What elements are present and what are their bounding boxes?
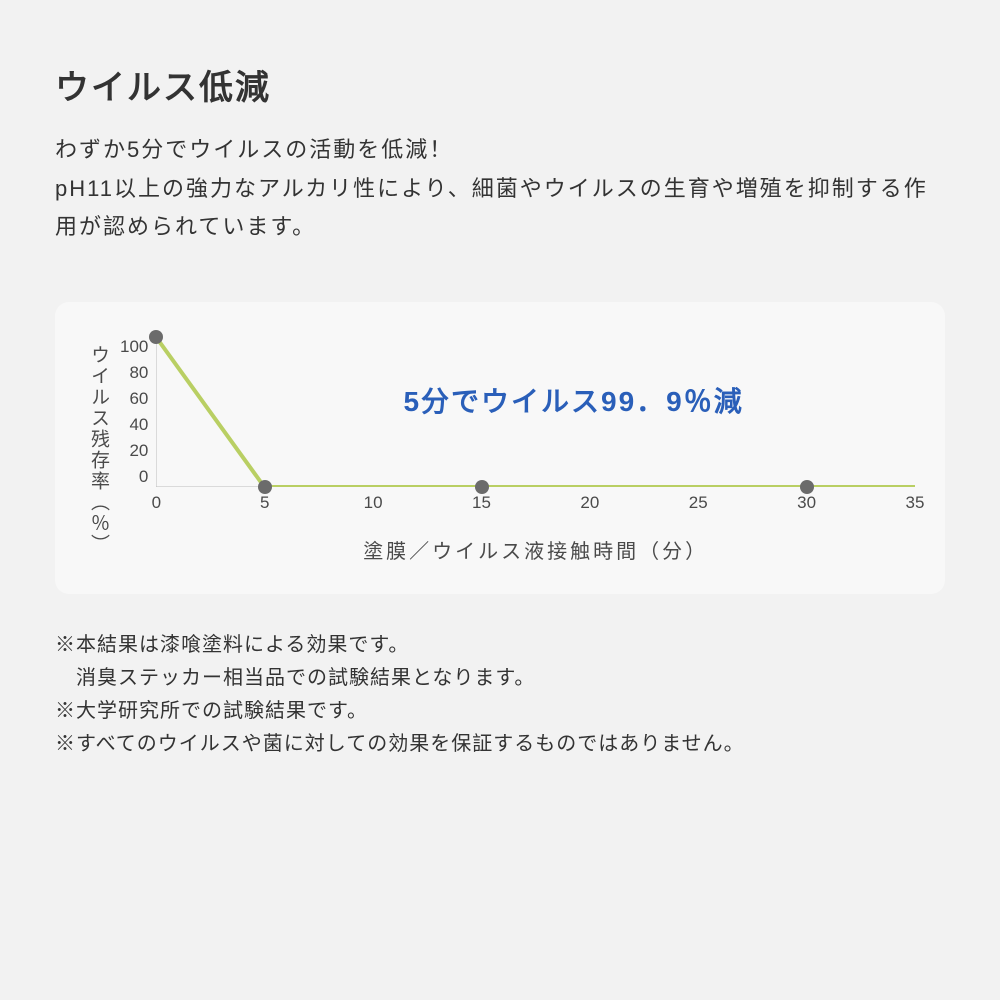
footnote-line: ※大学研究所での試験結果です。 xyxy=(55,695,945,728)
intro-line: わずか5分でウイルスの活動を低減！ xyxy=(55,131,945,170)
x-axis-title: 塗膜／ウイルス液接触時間（分） xyxy=(156,535,915,564)
x-tick-label: 35 xyxy=(906,493,925,513)
chart-area: ウイルス残存率（％） 100 80 60 40 20 0 5分でウイルス99．9％減 0 5… xyxy=(85,337,915,564)
y-tick-label: 60 xyxy=(129,389,148,409)
plot-wrap: 5分でウイルス99．9％減 05101520253035 塗膜／ウイルス液接触時… xyxy=(156,337,915,564)
footnote-line: ※本結果は漆喰塗料による効果です。 xyxy=(55,629,945,662)
x-tick-label: 0 xyxy=(152,493,161,513)
x-tick-label: 10 xyxy=(364,493,383,513)
plot: 5分でウイルス99．9％減 xyxy=(156,337,915,487)
x-tick-label: 15 xyxy=(472,493,491,513)
footnote-line: ※すべてのウイルスや菌に対しての効果を保証するものではありません。 xyxy=(55,728,945,761)
page-heading: ウイルス低減 xyxy=(55,60,945,109)
intro-text: わずか5分でウイルスの活動を低減！pH11以上の強力なアルカリ性により、細菌やウ… xyxy=(55,131,945,247)
x-tick-label: 30 xyxy=(797,493,816,513)
footnote-line: 消臭ステッカー相当品での試験結果となります。 xyxy=(55,662,945,695)
x-tick-label: 5 xyxy=(260,493,269,513)
y-tick-label: 80 xyxy=(129,363,148,383)
y-axis-title: ウイルス残存率（％） xyxy=(85,337,120,564)
y-tick-label: 20 xyxy=(129,441,148,461)
x-tick-label: 25 xyxy=(689,493,708,513)
data-marker xyxy=(475,480,489,494)
y-tick-label: 40 xyxy=(129,415,148,435)
y-tick-label: 100 xyxy=(120,337,148,357)
data-marker xyxy=(149,330,163,344)
intro-line: pH11以上の強力なアルカリ性により、細菌やウイルスの生育や増殖を抑制する作用が… xyxy=(55,170,945,247)
footnotes: ※本結果は漆喰塗料による効果です。 消臭ステッカー相当品での試験結果となります。… xyxy=(55,629,945,761)
data-marker xyxy=(800,480,814,494)
chart-card: ウイルス残存率（％） 100 80 60 40 20 0 5分でウイルス99．9％減 0 5… xyxy=(55,302,945,594)
data-marker xyxy=(258,480,272,494)
x-tick-label: 20 xyxy=(580,493,599,513)
chart-callout: 5分でウイルス99．9％減 xyxy=(403,380,743,420)
y-tick-label: 0 xyxy=(139,467,148,487)
x-axis-labels: 05101520253035 xyxy=(156,493,915,515)
y-axis-labels: 100 80 60 40 20 0 xyxy=(120,337,156,487)
